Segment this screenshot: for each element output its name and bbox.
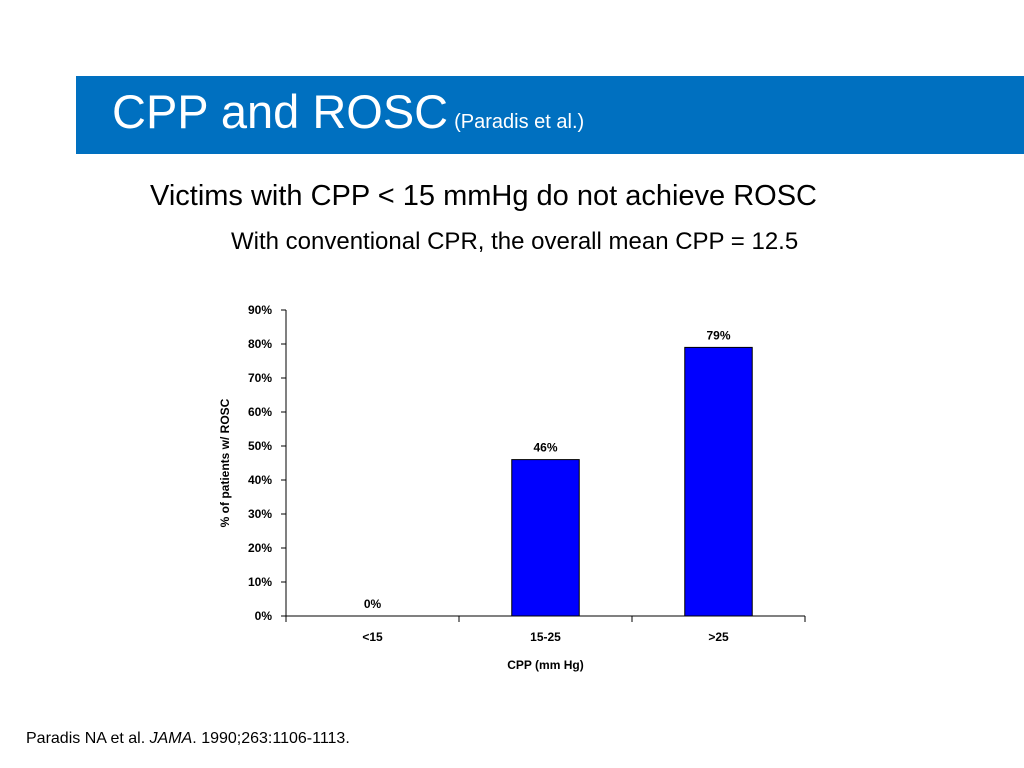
x-axis-label: CPP (mm Hg) bbox=[507, 658, 583, 672]
bar bbox=[511, 459, 580, 617]
citation: Paradis NA et al. JAMA. 1990;263:1106-11… bbox=[26, 730, 350, 748]
y-tick-label: 90% bbox=[248, 303, 272, 317]
y-tick-label: 0% bbox=[255, 609, 273, 623]
bar-series bbox=[511, 346, 753, 617]
y-tick-label: 80% bbox=[248, 337, 272, 351]
y-tick-label: 70% bbox=[248, 371, 272, 385]
citation-author: Paradis NA et al. bbox=[26, 730, 146, 747]
data-label: 46% bbox=[533, 441, 557, 455]
slide-title-main: CPP and ROSC bbox=[112, 85, 449, 138]
y-tick-label: 20% bbox=[248, 541, 272, 555]
slide-title-sub: (Paradis et al.) bbox=[454, 111, 585, 133]
x-tick-label: 15-25 bbox=[530, 630, 561, 644]
y-tick-label: 40% bbox=[248, 473, 272, 487]
y-axis: 0% 10% 20% 30% 40% 50% 60% 70% 80% 90% bbox=[248, 303, 287, 623]
y-tick-label: 50% bbox=[248, 439, 272, 453]
x-tick-label: >25 bbox=[708, 630, 729, 644]
y-tick-label: 10% bbox=[248, 575, 272, 589]
data-label: 0% bbox=[364, 597, 382, 611]
y-tick-label: 60% bbox=[248, 405, 272, 419]
bullet-level-2: With conventional CPR, the overall mean … bbox=[231, 228, 799, 255]
citation-journal: JAMA bbox=[149, 730, 193, 747]
citation-details: . 1990;263:1106-1113. bbox=[192, 730, 350, 747]
title-band bbox=[76, 76, 1024, 154]
data-labels: 0% 46% 79% bbox=[364, 328, 731, 611]
slide-title: CPP and ROSC (Paradis et al.) bbox=[112, 88, 584, 135]
data-label: 79% bbox=[706, 328, 730, 342]
bar bbox=[684, 346, 753, 617]
y-axis-label: % of patients w/ ROSC bbox=[218, 398, 232, 527]
x-axis: <15 15-25 >25 bbox=[285, 615, 806, 644]
bar-chart: 0% 10% 20% 30% 40% 50% 60% 70% 80% 90% <15 15-25 >2… bbox=[218, 303, 806, 672]
x-tick-label: <15 bbox=[362, 630, 383, 644]
y-tick-label: 30% bbox=[248, 507, 272, 521]
bullet-level-1: Victims with CPP < 15 mmHg do not achiev… bbox=[150, 180, 817, 212]
